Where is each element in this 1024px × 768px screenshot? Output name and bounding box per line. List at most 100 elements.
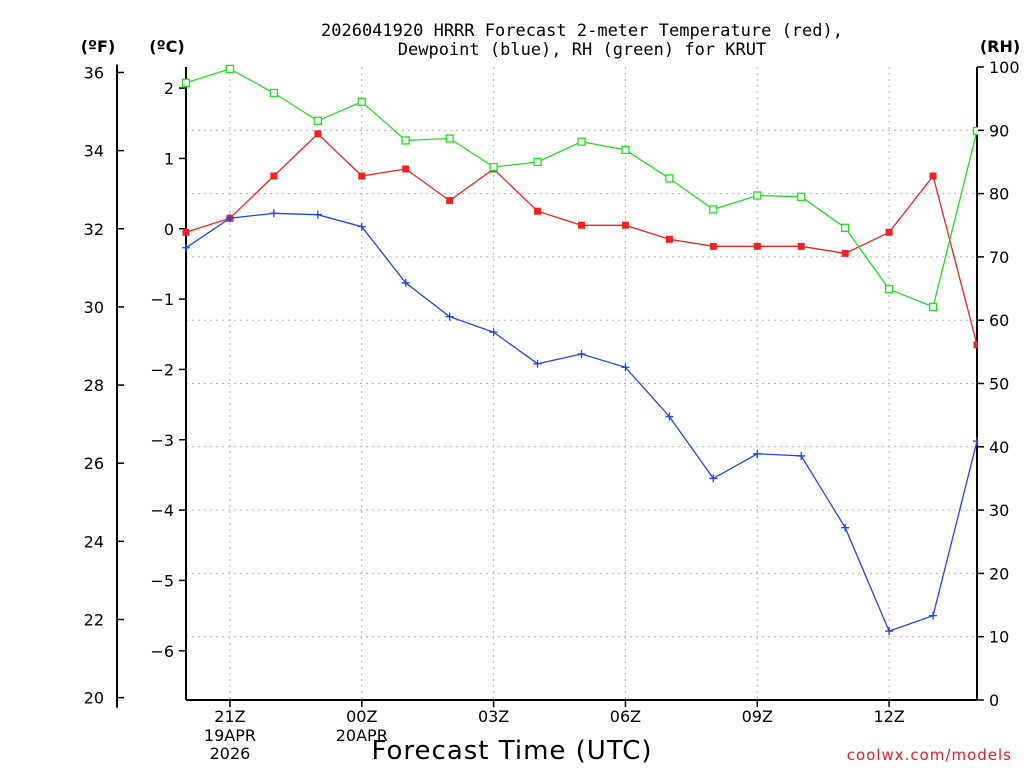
rh-tick-label: 100 [989,58,1020,77]
rh-point [313,116,322,125]
rh-tick-label: 90 [989,121,1009,140]
temperature-point [182,228,190,236]
rh-tick-label: 60 [989,311,1009,330]
celsius-tick-label: −6 [150,642,174,661]
time-tick-label: 00Z [346,707,377,726]
rh-tick-label: 20 [989,564,1009,583]
fahrenheit-axis-unit: (ºF) [81,37,116,56]
fahrenheit-tick-label: 30 [84,298,104,317]
rh-point [225,64,235,74]
temperature-point [841,249,849,257]
temperature-point [665,235,673,243]
temperature-point [534,207,542,215]
temperature-point [270,172,278,180]
rh-point [928,302,938,312]
celsius-tick-label: −1 [150,290,174,309]
dewpoint-point [533,359,542,368]
dewpoint-point [489,328,498,337]
celsius-tick-label: −5 [150,571,174,590]
fahrenheit-tick-label: 24 [84,532,104,551]
time-tick-label: 09Z [742,707,773,726]
rh-tick-label: 40 [989,438,1009,457]
grid-lines [186,67,977,700]
temperature-point [314,130,322,138]
celsius-tick-label: 1 [164,149,174,168]
temperature-point [797,242,805,250]
rh-point [401,136,410,145]
dewpoint-point [753,449,762,458]
dewpoint-point [269,209,278,218]
temperature-point [578,221,585,229]
celsius-tick-label: 0 [164,220,174,239]
fahrenheit-tick-label: 26 [84,454,104,473]
dewpoint-point [357,222,366,231]
rh-point [709,205,718,214]
chart-title-line1: 2026041920 HRRR Forecast 2-meter Tempera… [321,21,843,41]
rh-point [665,174,674,183]
celsius-tick-label: −3 [150,431,174,450]
series-dewpoint [182,209,978,636]
fahrenheit-tick-label: 28 [84,376,104,395]
fahrenheit-tick-label: 36 [84,63,104,82]
series-temperature [182,130,978,349]
temperature-point [753,242,761,250]
rh-point [533,157,542,167]
rh-tick-label: 80 [989,185,1009,204]
temperature-point [929,172,937,180]
time-tick-label: 06Z [610,707,641,726]
temperature-point [621,221,629,229]
rh-point [797,192,806,201]
celsius-tick-label: 2 [164,79,174,98]
temperature-point [358,172,366,180]
temperature-point [446,197,454,205]
date-label: 19APR [204,726,256,745]
date-label: 20APR [336,726,388,745]
temperature-point [402,165,410,173]
rh-tick-label: 10 [989,628,1009,647]
dewpoint-point [445,312,454,321]
series-rh [181,64,978,312]
rh-point [621,145,630,155]
dewpoint-point [621,363,630,372]
rh-tick-label: 30 [989,501,1009,520]
dewpoint-line [185,212,978,632]
dewpoint-point [313,210,322,219]
celsius-axis-unit: (ºC) [149,37,184,56]
rh-tick-label: 0 [989,691,999,710]
dewpoint-point [885,627,894,636]
rh-point [753,191,762,200]
rh-point [445,134,454,143]
fahrenheit-tick-label: 32 [84,220,104,239]
temperature-point [885,228,893,236]
dewpoint-point [225,214,234,223]
rh-point [884,285,894,294]
rh-point [972,126,978,136]
celsius-tick-label: −4 [150,501,174,520]
dewpoint-point [709,474,718,483]
temperature-point [709,242,717,250]
celsius-tick-label: −2 [150,360,174,379]
rh-tick-label: 70 [989,248,1009,267]
chart-title-line2: Dewpoint (blue), RH (green) for KRUT [398,40,766,60]
rh-point [181,78,191,87]
dewpoint-point [401,278,410,287]
temperature-line [185,132,978,345]
rh-tick-label: 50 [989,375,1009,394]
time-tick-label: 21Z [214,707,245,726]
rh-point [577,137,586,146]
rh-point [841,223,850,232]
dewpoint-point [182,243,190,252]
fahrenheit-tick-label: 22 [84,611,104,630]
year-label: 2026 [210,744,251,763]
x-axis-label: Forecast Time (UTC) [371,736,652,766]
rh-point [269,88,279,98]
dewpoint-point [929,611,938,620]
fahrenheit-tick-label: 20 [84,689,104,708]
watermark: coolwx.com/models [847,746,1012,764]
rh-point [489,162,498,172]
time-tick-label: 03Z [478,707,509,726]
rh-point [357,97,366,106]
dewpoint-point [973,437,978,446]
time-tick-label: 12Z [873,707,904,726]
